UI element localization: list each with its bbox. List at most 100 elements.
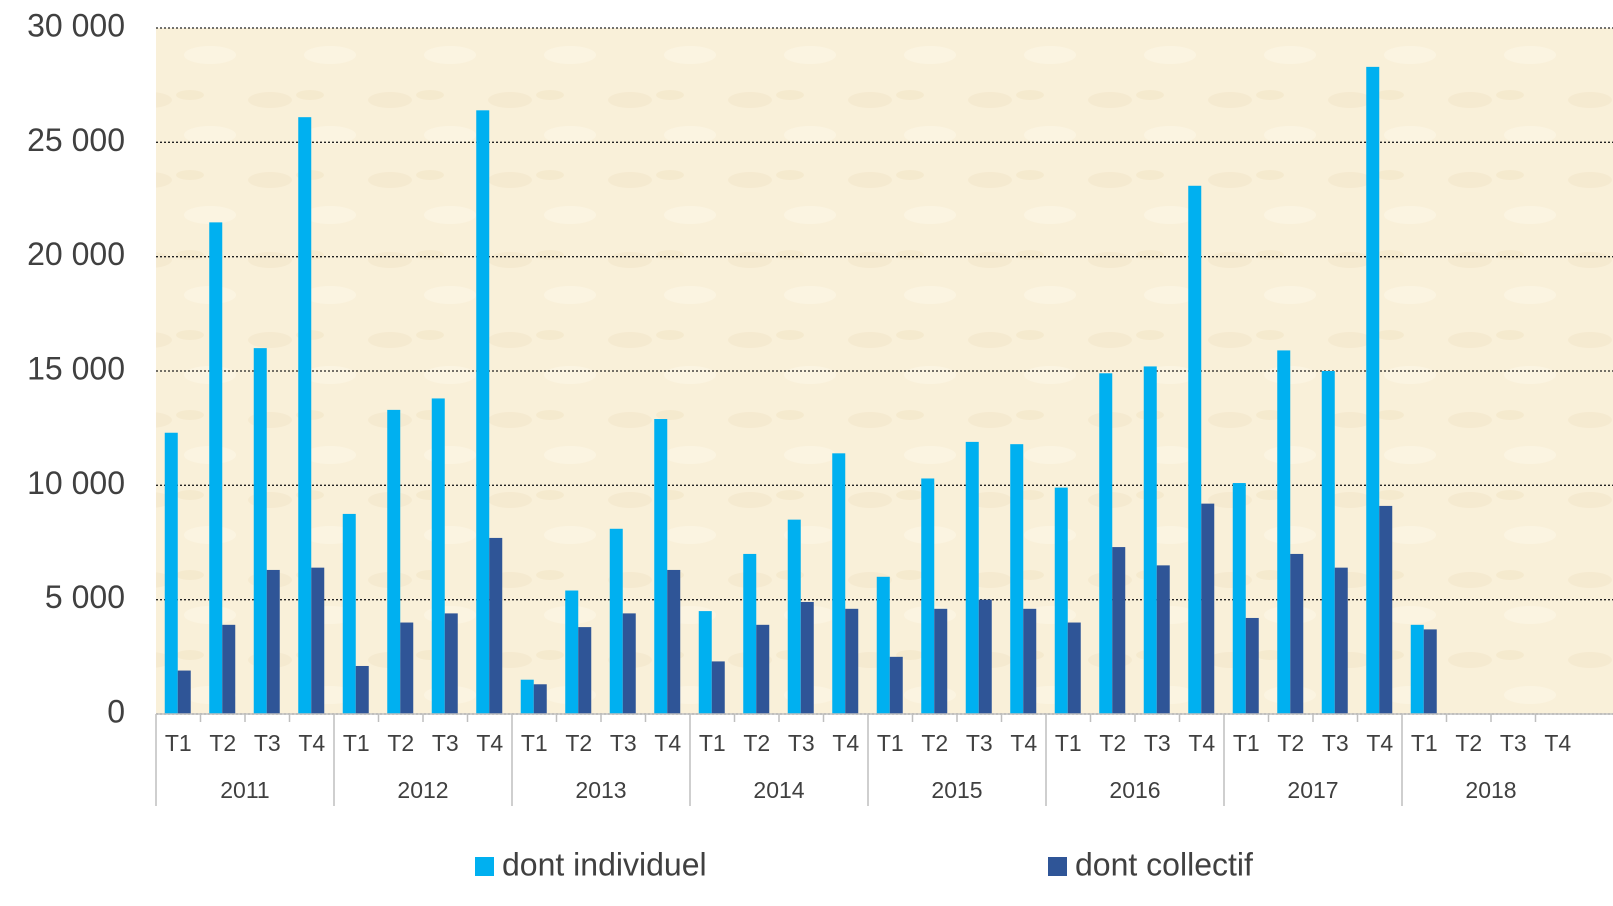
y-tick-label: 10 000	[27, 465, 125, 501]
bar	[311, 567, 325, 714]
bar	[889, 656, 903, 714]
legend-label: dont collectif	[1075, 846, 1253, 882]
bar	[698, 611, 712, 714]
bar	[253, 348, 267, 714]
bar	[1321, 371, 1335, 714]
y-tick-label: 5 000	[45, 579, 125, 615]
bar	[1054, 487, 1068, 714]
bar	[1334, 567, 1348, 714]
bar	[654, 419, 668, 714]
bar	[921, 478, 935, 714]
x-tick-label: T2	[1455, 730, 1482, 756]
bar	[177, 670, 191, 714]
x-tick-label: T2	[209, 730, 236, 756]
bar	[222, 624, 236, 714]
x-group-label: 2013	[575, 777, 626, 803]
bar	[711, 661, 725, 714]
bar	[1112, 547, 1126, 714]
bar	[1156, 565, 1170, 714]
x-tick-label: T3	[254, 730, 281, 756]
bar	[787, 519, 801, 714]
x-tick-label: T3	[1144, 730, 1171, 756]
x-tick-label: T1	[1411, 730, 1438, 756]
bar	[1277, 350, 1291, 714]
bar	[476, 110, 490, 714]
bar	[342, 513, 356, 714]
bar	[298, 117, 312, 715]
bar	[1379, 505, 1393, 714]
x-tick-label: T1	[699, 730, 726, 756]
x-tick-label: T4	[476, 730, 503, 756]
bar	[1143, 366, 1157, 714]
x-tick-label: T4	[1188, 730, 1215, 756]
x-tick-label: T1	[165, 730, 192, 756]
bar	[1010, 444, 1024, 714]
bar	[1099, 373, 1113, 714]
x-group-label: 2012	[397, 777, 448, 803]
x-tick-label: T1	[343, 730, 370, 756]
x-group-label: 2017	[1287, 777, 1338, 803]
x-group-label: 2018	[1465, 777, 1516, 803]
x-tick-label: T1	[1233, 730, 1260, 756]
y-tick-label: 15 000	[27, 350, 125, 386]
bar	[565, 590, 579, 714]
x-tick-label: T2	[743, 730, 770, 756]
x-tick-label: T4	[1010, 730, 1037, 756]
x-tick-label: T3	[1322, 730, 1349, 756]
y-tick-label: 30 000	[27, 7, 125, 43]
x-tick-label: T2	[1277, 730, 1304, 756]
bar	[1232, 483, 1246, 714]
x-tick-label: T4	[298, 730, 325, 756]
bar	[520, 679, 534, 714]
bar	[209, 222, 223, 714]
bar	[355, 665, 369, 714]
x-tick-label: T4	[832, 730, 859, 756]
bar	[667, 569, 681, 714]
x-tick-label: T1	[877, 730, 904, 756]
bar	[1366, 66, 1380, 714]
x-tick-label: T4	[654, 730, 681, 756]
x-tick-label: T1	[521, 730, 548, 756]
x-group-label: 2011	[220, 777, 269, 803]
x-tick-label: T4	[1544, 730, 1571, 756]
x-group-label: 2014	[753, 777, 804, 803]
bar	[1423, 629, 1437, 714]
bar	[444, 613, 458, 714]
x-tick-label: T1	[1055, 730, 1082, 756]
bar	[622, 613, 636, 714]
bar	[164, 432, 178, 714]
x-tick-label: T3	[788, 730, 815, 756]
bar	[609, 528, 623, 714]
bar	[1410, 624, 1424, 714]
x-tick-label: T3	[1500, 730, 1527, 756]
bar	[832, 453, 846, 714]
x-tick-label: T2	[1099, 730, 1126, 756]
x-tick-label: T2	[565, 730, 592, 756]
y-tick-label: 0	[107, 693, 125, 729]
x-tick-label: T2	[921, 730, 948, 756]
bar	[965, 441, 979, 714]
bar	[1201, 503, 1215, 714]
x-tick-label: T3	[610, 730, 637, 756]
legend-label: dont individuel	[502, 846, 707, 882]
bar	[800, 601, 814, 714]
bar	[845, 608, 859, 714]
y-tick-label: 25 000	[27, 122, 125, 158]
bar	[387, 409, 401, 714]
bar	[533, 684, 547, 714]
bar	[756, 624, 770, 714]
x-group-label: 2016	[1109, 777, 1160, 803]
bar	[489, 537, 503, 714]
legend-swatch	[1048, 857, 1067, 876]
bar	[578, 627, 592, 714]
bar	[1290, 553, 1304, 714]
legend-swatch	[475, 857, 494, 876]
x-tick-label: T4	[1366, 730, 1393, 756]
bar	[876, 576, 890, 714]
bar	[934, 608, 948, 714]
x-group-label: 2015	[931, 777, 982, 803]
x-tick-label: T3	[432, 730, 459, 756]
bar	[1188, 185, 1202, 714]
bar	[743, 553, 757, 714]
